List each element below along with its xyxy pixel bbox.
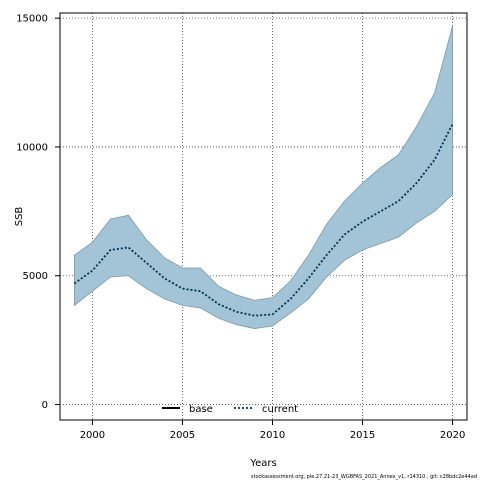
y-tick-label-15000: 15000 [16, 14, 48, 25]
x-tick-label-2010: 2010 [260, 430, 285, 441]
x-tick-label-2015: 2015 [350, 430, 375, 441]
axis-ticks: 2000 2005 2010 2015 2020 0 5000 10000 15000 [16, 14, 465, 441]
footer-note: stockassessment.org, ple.27.21-23_WGBFAS… [251, 474, 477, 480]
y-tick-label-10000: 10000 [16, 142, 48, 153]
y-tick-label-0: 0 [42, 400, 48, 411]
y-axis-label: SSB [14, 207, 25, 227]
x-axis-label: Years [249, 458, 276, 469]
legend-base-label: base [189, 404, 213, 415]
x-tick-label-2020: 2020 [440, 430, 465, 441]
plot-frame [59, 12, 468, 421]
x-tick-label-2000: 2000 [80, 430, 105, 441]
confidence-band [74, 25, 453, 329]
y-tick-label-5000: 5000 [23, 271, 48, 282]
legend: base current [162, 404, 298, 415]
legend-current-label: current [262, 404, 298, 415]
x-tick-label-2005: 2005 [170, 430, 195, 441]
grid-lines [60, 13, 467, 420]
current-series-line [73, 123, 454, 317]
